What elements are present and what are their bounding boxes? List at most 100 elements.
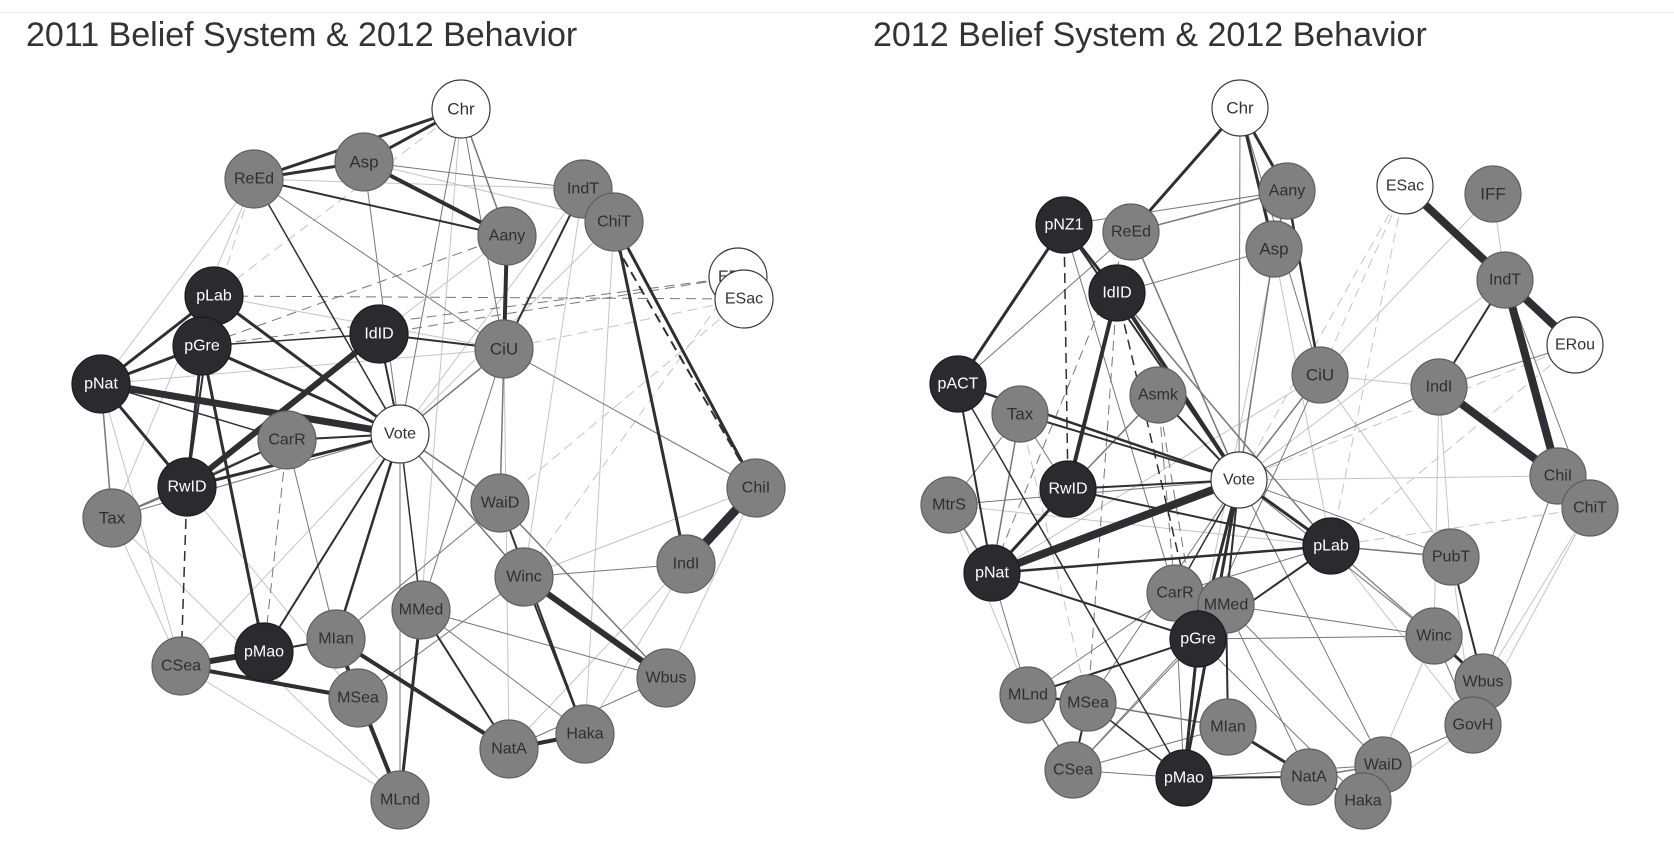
edge-Haka-MMed — [420, 609, 586, 735]
edge-CiU-NatA — [503, 348, 510, 750]
edge-IdID-pLab — [1116, 292, 1332, 547]
edge-MIan-NatA — [334, 637, 511, 751]
edge-Chr-pLab — [213, 108, 462, 297]
node-label: ReEd — [1111, 224, 1151, 241]
node-label: Wbus — [646, 670, 687, 687]
node-WaiD: WaiD — [470, 473, 530, 533]
node-circle — [224, 149, 284, 209]
node-ChiT: ChiT — [584, 192, 644, 252]
edge-ESac-WaiD — [499, 298, 745, 504]
node-circle — [1059, 674, 1117, 732]
node-circle — [71, 354, 131, 414]
node-MtrS: MtrS — [920, 476, 978, 534]
edge-CSea-MSea — [180, 664, 359, 700]
node-label: ChiI — [1544, 468, 1572, 485]
node-circle — [1405, 607, 1463, 665]
node-circle — [1035, 196, 1093, 254]
edge-ERou-pGre — [201, 276, 739, 347]
edge-Aany-CiU — [1285, 190, 1322, 376]
edge-Vote-MIan — [334, 433, 402, 640]
node-IdID: IdID — [1088, 264, 1146, 322]
edge-IndT-ChiI — [1501, 278, 1562, 478]
edge-ReEd-pNat — [991, 231, 1132, 574]
node-circle — [1102, 203, 1160, 261]
node-CSea: CSea — [1044, 741, 1102, 799]
node-MMed: MMed — [391, 580, 451, 640]
edge-CSea-MLnd — [180, 665, 401, 801]
node-circle — [1546, 316, 1604, 374]
edge-CiU-MMed — [420, 348, 505, 611]
edge-WaiD-Wbus — [499, 502, 667, 679]
node-circle — [1199, 698, 1257, 756]
edge-IndI-Haka — [584, 563, 687, 735]
edge-MMed-WaiD — [1225, 604, 1384, 766]
edge-ChiT-pLab — [1330, 507, 1591, 547]
node-Aany: Aany — [477, 206, 537, 266]
node-pMao: pMao — [234, 622, 294, 682]
node-circle — [1210, 451, 1268, 509]
node-circle — [1169, 610, 1227, 668]
node-label: IndT — [1489, 272, 1521, 289]
edge-Vote-WaiD — [1238, 479, 1384, 766]
node-circle — [328, 668, 388, 728]
node-label: MLnd — [380, 792, 420, 809]
node-circle — [999, 666, 1057, 724]
node-label: Asmk — [1138, 387, 1179, 404]
edge-pNat-Vote — [100, 380, 401, 438]
node-GovH: GovH — [1444, 696, 1502, 754]
node-label: MSea — [337, 690, 379, 707]
node-circle — [349, 304, 409, 364]
node-label: IndT — [567, 181, 599, 198]
edge-pGre-Winc — [1197, 635, 1435, 640]
node-circle — [234, 622, 294, 682]
node-label: NatA — [1291, 769, 1327, 786]
node-circle — [479, 719, 539, 779]
node-label: Chr — [1226, 99, 1254, 118]
edge-Vote-Winc — [399, 433, 525, 578]
node-Haka: Haka — [1334, 772, 1392, 830]
node-Tax: Tax — [991, 385, 1049, 443]
node-label: MLnd — [1008, 687, 1048, 704]
node-ESac: ESac — [1376, 157, 1434, 215]
node-label: pNZ1 — [1044, 217, 1083, 234]
node-label: pMao — [244, 644, 284, 661]
edge-Vote-IndI — [1238, 386, 1440, 481]
edge-Vote-CSea — [180, 433, 401, 667]
node-Vote: Vote — [370, 404, 430, 464]
node-MIan: MIan — [1199, 698, 1257, 756]
node-circle — [477, 206, 537, 266]
edge-Asmk-CarR — [1157, 394, 1176, 594]
node-pGre: pGre — [172, 316, 232, 376]
node-label: WaiD — [1364, 757, 1403, 774]
node-label: PubT — [1432, 549, 1470, 566]
node-label: ERou — [1555, 337, 1595, 354]
edge-CiU-ChiI — [503, 348, 757, 489]
node-Asp: Asp — [334, 132, 394, 192]
node-IdID: IdID — [349, 304, 409, 364]
edge-IndI-Winc — [1433, 386, 1440, 637]
node-label: IndI — [1426, 379, 1453, 396]
edge-IdID-RwID — [185, 331, 381, 490]
edge-MtrS-pLab — [948, 504, 1332, 547]
node-Winc: Winc — [494, 547, 554, 607]
node-circle — [1280, 748, 1338, 806]
node-label: MtrS — [932, 497, 966, 514]
edge-ERou-IdID — [378, 276, 739, 335]
node-circle — [929, 355, 987, 413]
edge-ChiT-ChiI — [612, 221, 758, 489]
node-label: Tax — [1007, 405, 1034, 424]
node-circle — [1334, 772, 1392, 830]
edge-CiU-PubT — [1319, 374, 1452, 558]
node-IFF: IFF — [1464, 165, 1522, 223]
node-circle — [1245, 220, 1303, 278]
node-circle — [474, 319, 534, 379]
node-label: Wbus — [1463, 674, 1504, 691]
node-Tax: Tax — [82, 488, 142, 548]
node-label: IdID — [364, 326, 393, 343]
node-RwID: RwID — [157, 457, 217, 517]
edge-Chr-Vote — [1238, 107, 1241, 481]
edge-ReEd-Vote — [253, 178, 401, 435]
edge-pNat-Vote — [990, 476, 1241, 577]
node-circle — [726, 458, 786, 518]
edge-pACT-pNat — [957, 383, 993, 574]
